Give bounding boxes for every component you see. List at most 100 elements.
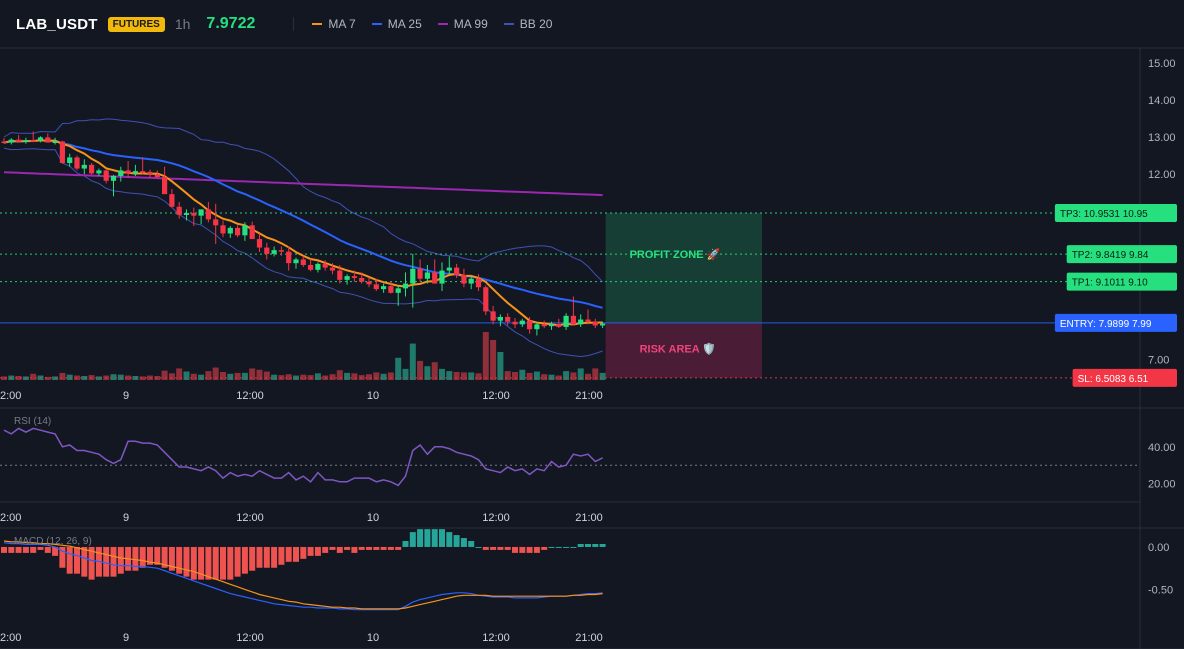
volume-bar xyxy=(475,373,482,380)
volume-bar xyxy=(1,376,7,380)
candle-body xyxy=(147,171,153,175)
candle-body xyxy=(235,227,241,236)
legend-bb20[interactable]: BB 20 xyxy=(503,17,552,31)
macd-histogram-bar xyxy=(132,546,139,571)
volume-bar xyxy=(453,372,460,380)
candle-body xyxy=(519,320,525,325)
volume-bar xyxy=(44,376,51,380)
macd-histogram-bar xyxy=(30,546,37,553)
volume-bar xyxy=(81,376,88,380)
candle-body xyxy=(534,324,540,330)
x-tick-label: 21:00 xyxy=(575,512,603,524)
volume-bar xyxy=(526,372,533,380)
volume-bar xyxy=(125,375,132,380)
macd-histogram-bar xyxy=(44,546,51,553)
candle-body xyxy=(52,141,58,143)
volume-bar xyxy=(402,368,409,380)
macd-histogram-bar xyxy=(190,546,197,580)
macd-histogram-bar xyxy=(147,546,153,565)
macd-histogram-bar xyxy=(541,546,548,550)
macd-histogram-bar xyxy=(234,546,241,577)
macd-histogram-bar xyxy=(387,546,394,550)
candle-body xyxy=(8,139,14,143)
price-tick-label: 14.00 xyxy=(1148,95,1176,107)
candle-body xyxy=(351,276,357,278)
volume-bar xyxy=(344,372,351,380)
risk-area xyxy=(605,322,762,378)
volume-bar xyxy=(446,371,453,380)
bb-upper-line xyxy=(3,118,603,283)
candle-body xyxy=(468,278,474,284)
x-tick-label: 12:00 xyxy=(482,390,510,402)
macd-histogram-bar xyxy=(358,546,365,550)
volume-bar xyxy=(59,372,66,380)
macd-histogram-bar xyxy=(468,541,475,547)
legend-swatch-ma99 xyxy=(437,23,448,25)
candle-body xyxy=(417,268,423,279)
bb-lower-line xyxy=(3,147,603,358)
header-divider xyxy=(293,17,295,31)
volume-bar xyxy=(577,368,584,380)
rsi-tick-label: 40.00 xyxy=(1148,442,1176,454)
volume-bar xyxy=(409,343,416,380)
macd-histogram-bar xyxy=(81,546,88,577)
legend-ma99[interactable]: MA 99 xyxy=(437,17,488,31)
x-tick-label: 2:00 xyxy=(0,632,21,644)
candle-body xyxy=(585,319,591,322)
macd-histogram-bar xyxy=(344,546,351,550)
macd-histogram-bar xyxy=(402,541,409,547)
x-tick-label: 12:00 xyxy=(236,632,264,644)
legend-ma7[interactable]: MA 7 xyxy=(312,17,356,31)
candle-body xyxy=(373,284,379,290)
volume-bar xyxy=(482,332,489,380)
candle-body xyxy=(23,140,29,142)
futures-badge: FUTURES xyxy=(107,16,165,32)
macd-histogram-bar xyxy=(366,546,372,550)
macd-histogram-bar xyxy=(1,546,7,553)
level-tag-tp2 xyxy=(1066,245,1177,264)
macd-histogram-bar xyxy=(300,546,307,559)
candle-body xyxy=(527,320,533,330)
candle-body xyxy=(600,323,606,326)
volume-bar xyxy=(66,374,73,380)
macd-histogram-bar xyxy=(205,546,212,580)
candle-body xyxy=(322,263,328,268)
level-tag-text-entry: ENTRY: 7.9899 7.99 xyxy=(1060,319,1152,330)
volume-bar xyxy=(592,368,599,380)
volume-bar xyxy=(424,366,431,380)
rsi-panel-label: RSI (14) xyxy=(14,416,51,427)
macd-histogram-bar xyxy=(592,543,599,547)
volume-bar xyxy=(110,374,117,380)
symbol-label[interactable]: LAB_USDT xyxy=(16,15,98,33)
legend-ma25[interactable]: MA 25 xyxy=(371,17,422,31)
candle-body xyxy=(213,219,219,226)
macd-histogram-bar xyxy=(599,543,606,547)
macd-histogram-bar xyxy=(504,546,511,550)
interval-label[interactable]: 1h xyxy=(174,16,191,32)
x-tick-label: 10 xyxy=(367,632,379,644)
macd-line xyxy=(3,542,603,611)
profit-zone xyxy=(605,212,762,323)
volume-bar xyxy=(198,374,205,380)
level-tag-text-sl: SL: 6.5083 6.51 xyxy=(1078,374,1149,385)
candle-body xyxy=(359,277,365,282)
candle-body xyxy=(556,324,562,327)
candle-body xyxy=(59,141,65,163)
candle-body xyxy=(344,276,350,280)
volume-bar xyxy=(300,374,307,380)
candle-body xyxy=(286,251,292,264)
candle-body xyxy=(154,174,160,178)
candle-body xyxy=(220,225,226,234)
candle-body xyxy=(541,324,547,327)
candle-body xyxy=(395,288,401,293)
candle-body xyxy=(454,267,460,276)
volume-bar xyxy=(227,373,234,380)
macd-histogram-bar xyxy=(307,546,314,556)
candle-body xyxy=(271,250,277,254)
x-tick-label: 12:00 xyxy=(482,632,510,644)
volume-bar xyxy=(154,376,161,380)
candle-body xyxy=(264,247,270,254)
candle-body xyxy=(402,283,409,289)
x-tick-label: 2:00 xyxy=(0,390,21,402)
